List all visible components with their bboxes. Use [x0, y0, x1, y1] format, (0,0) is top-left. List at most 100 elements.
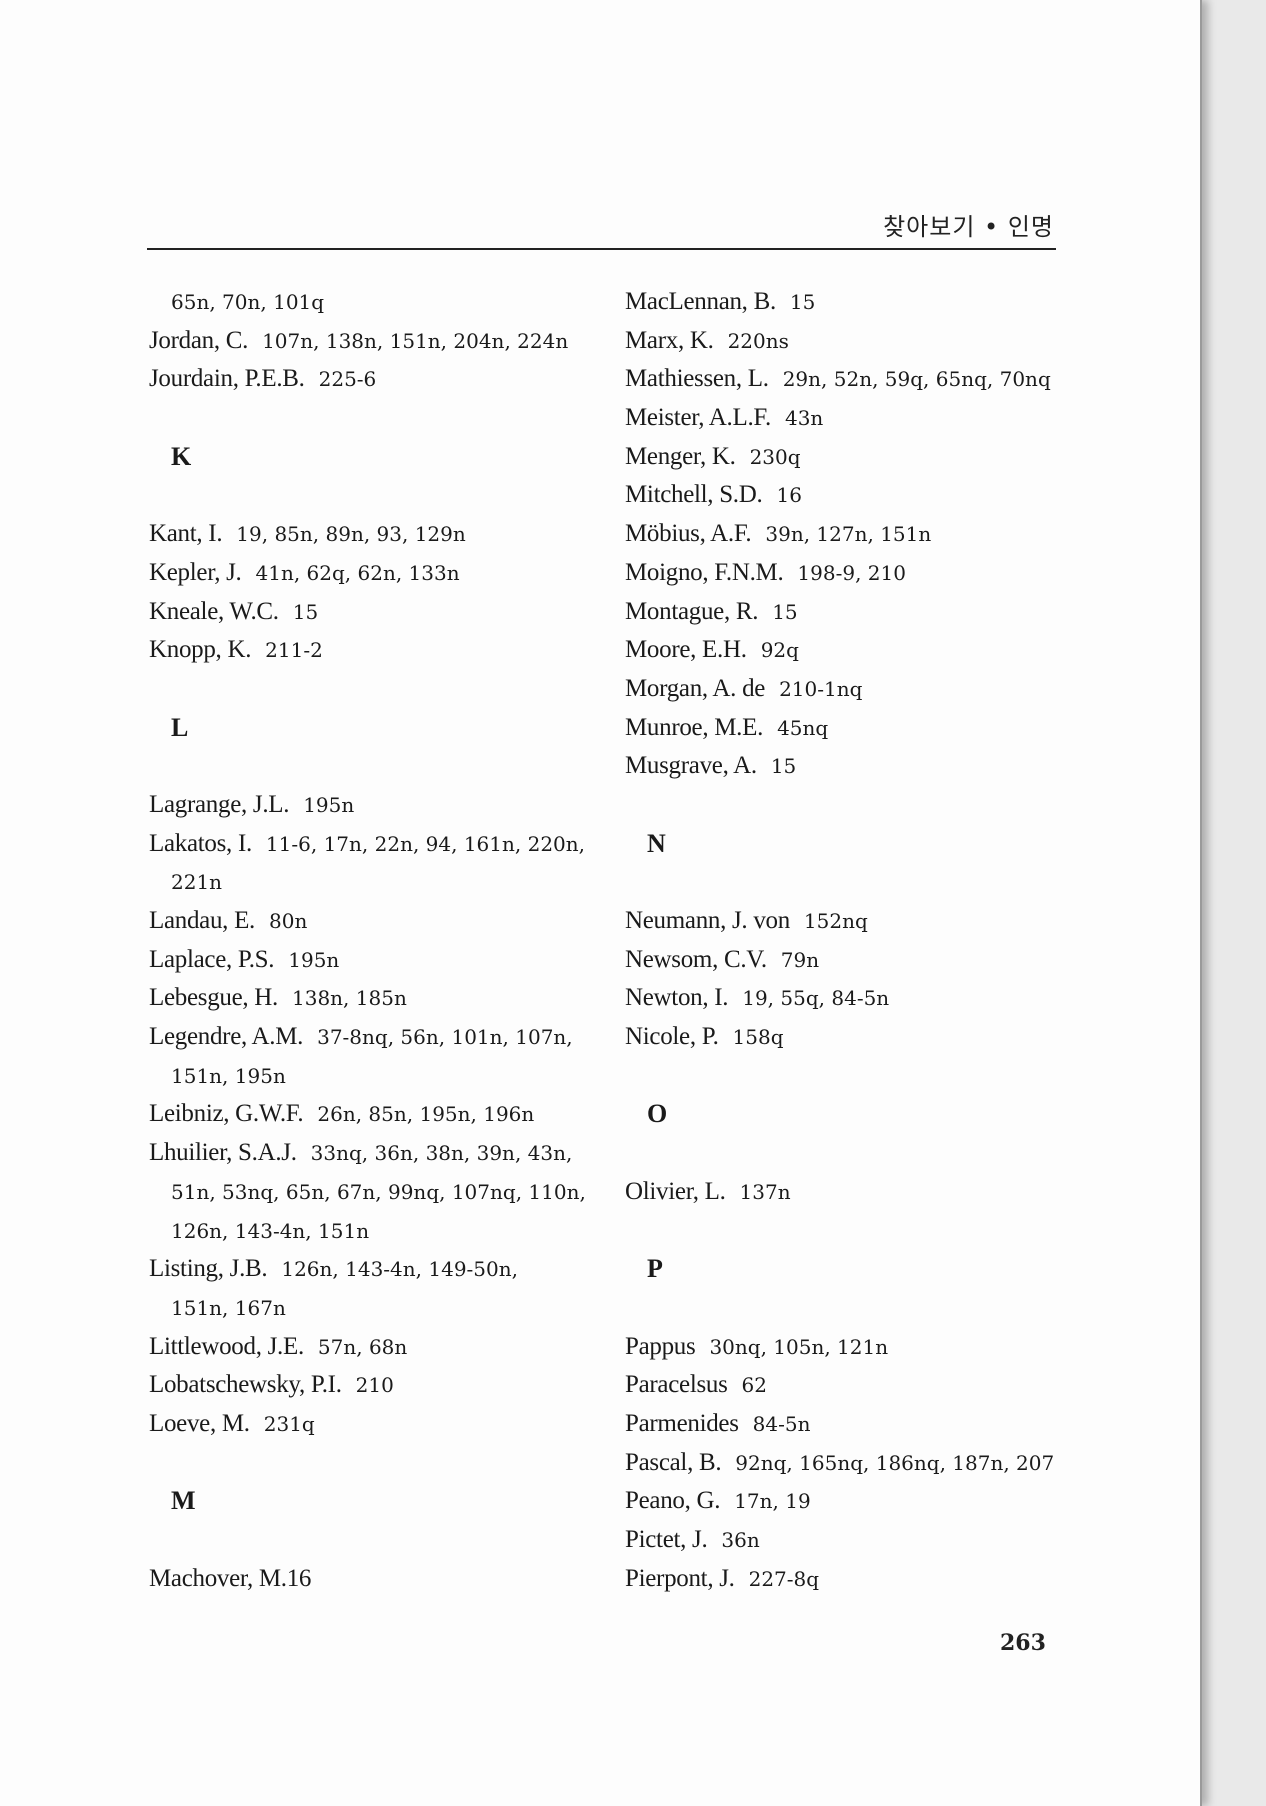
entry-name: Meister, A.L.F.: [625, 404, 771, 432]
entry-pages: 57n, 68n: [317, 1334, 408, 1359]
entry-name: Landau, E.: [149, 907, 255, 934]
entry-name: Parmenides: [625, 1409, 739, 1437]
index-entry: Pictet, J. 36n: [625, 1521, 1075, 1560]
entry-pages: 231q: [263, 1411, 315, 1436]
entry-name: Pappus: [625, 1332, 696, 1360]
index-entry: Listing, J.B. 126n, 143-4n, 149-50n,: [149, 1250, 589, 1289]
spacer: [149, 1521, 589, 1560]
entry-pages: 11-6, 17n, 22n, 94, 161n, 220n,: [265, 831, 586, 856]
spacer: [149, 399, 589, 438]
entry-name: Kant, I.: [149, 520, 223, 548]
entry-pages: 151n, 167n: [171, 1295, 286, 1320]
index-entry: Moore, E.H. 92q: [625, 631, 1075, 670]
index-entry-continuation: 221n: [149, 863, 589, 902]
section-letter-label: K: [171, 441, 191, 471]
index-entry: Moigno, F.N.M. 198-9, 210: [625, 554, 1075, 593]
index-entry: Nicole, P. 158q: [625, 1018, 1075, 1057]
index-entry: Lhuilier, S.A.J. 33nq, 36n, 38n, 39n, 43n…: [149, 1134, 589, 1173]
entry-name: Lebesgue, H.: [149, 984, 278, 1012]
entry-name: Lakatos, I.: [149, 829, 252, 857]
entry-name: Lobatschewsky, P.I.: [149, 1371, 342, 1399]
section-letter: M: [149, 1482, 589, 1521]
index-entry: Parmenides 84-5n: [625, 1405, 1075, 1444]
entry-pages: 33nq, 36n, 38n, 39n, 43n,: [310, 1141, 573, 1166]
entry-pages: 137n: [739, 1179, 791, 1204]
entry-pages: 15: [772, 599, 798, 624]
section-letter: P: [625, 1250, 1075, 1289]
entry-pages: 43n: [784, 406, 824, 431]
entry-pages: 230q: [749, 444, 801, 469]
index-entry: Peano, G. 17n, 19: [625, 1482, 1075, 1521]
index-column-left: 65n, 70n, 101q Jordan, C. 107n, 138n, 151n…: [149, 283, 589, 1598]
entry-pages: 151n, 195n: [171, 1063, 286, 1088]
index-entry: Newsom, C.V. 79n: [625, 941, 1075, 980]
spacer: [149, 1444, 589, 1483]
section-letter-label: N: [647, 828, 666, 858]
running-header: 찾아보기 • 인명: [147, 200, 1056, 250]
entry-name: Kneale, W.C.: [149, 597, 279, 625]
spacer: [149, 670, 589, 709]
entry-name: Knopp, K.: [149, 636, 252, 664]
entry-name: Moigno, F.N.M.: [625, 558, 784, 586]
entry-name: Mitchell, S.D.: [625, 481, 763, 509]
entry-pages: 45nq: [777, 715, 829, 740]
index-entry: Newton, I. 19, 55q, 84-5n: [625, 979, 1075, 1018]
spacer: [625, 1134, 1075, 1173]
spacer: [625, 1057, 1075, 1096]
index-entry-continuation: 65n, 70n, 101q: [149, 283, 589, 322]
index-entry: Pappus 30nq, 105n, 121n: [625, 1328, 1075, 1367]
entry-name: Machover, M.16: [149, 1564, 312, 1592]
entry-pages: 210: [355, 1373, 394, 1398]
entry-pages: 80n: [269, 909, 308, 933]
index-column-right: MacLennan, B. 15 Marx, K. 220ns Mathiessen, …: [625, 283, 1075, 1598]
entry-pages: 39n, 127n, 151n: [765, 522, 932, 547]
entry-pages: 126n, 143-4n, 149-50n,: [281, 1257, 518, 1282]
entry-name: Neumann, J. von: [625, 907, 790, 934]
entry-name: Lhuilier, S.A.J.: [149, 1139, 297, 1167]
index-entry: Laplace, P.S. 195n: [149, 941, 589, 980]
entry-pages: 65n, 70n, 101q: [171, 290, 325, 314]
entry-pages: 79n: [780, 947, 820, 972]
entry-name: Paracelsus: [625, 1371, 728, 1399]
entry-name: Legendre, A.M.: [149, 1023, 304, 1051]
entry-pages: 195n: [288, 947, 340, 972]
entry-pages: 41n, 62q, 62n, 133n: [255, 560, 460, 585]
spacer: [149, 747, 589, 786]
section-letter-label: L: [171, 712, 189, 742]
spacer: [625, 863, 1075, 902]
index-entry: Paracelsus 62: [625, 1366, 1075, 1405]
index-entry: Lobatschewsky, P.I. 210: [149, 1366, 589, 1405]
entry-name: Peano, G.: [625, 1487, 721, 1515]
index-entry: Knopp, K. 211-2: [149, 631, 589, 670]
spacer: [149, 476, 589, 515]
index-entry: Legendre, A.M. 37-8nq, 56n, 101n, 107n,: [149, 1018, 589, 1057]
entry-name: Jordan, C.: [149, 326, 249, 354]
spacer: [625, 786, 1075, 825]
index-entry: Mitchell, S.D. 16: [625, 476, 1075, 515]
entry-pages: 29n, 52n, 59q, 65nq, 70nq: [782, 367, 1051, 392]
entry-name: Pascal, B.: [625, 1448, 722, 1476]
entry-name: Littlewood, J.E.: [149, 1332, 304, 1360]
index-entry: Munroe, M.E. 45nq: [625, 709, 1075, 748]
entry-name: Listing, J.B.: [149, 1255, 268, 1283]
index-entry: Leibniz, G.W.F. 26n, 85n, 195n, 196n: [149, 1095, 589, 1134]
entry-pages: 15: [789, 290, 816, 314]
entry-pages: 92nq, 165nq, 186nq, 187n, 207: [735, 1450, 1055, 1475]
index-entry: Musgrave, A. 15: [625, 747, 1075, 786]
entry-name: Leibniz, G.W.F.: [149, 1100, 304, 1128]
entry-pages: 225-6: [318, 367, 377, 392]
entry-pages: 16: [776, 483, 802, 508]
entry-pages: 210-1nq: [779, 676, 863, 701]
entry-name: Pictet, J.: [625, 1526, 708, 1553]
section-letter-label: O: [647, 1099, 667, 1129]
section-letter: K: [149, 438, 589, 477]
entry-name: Moore, E.H.: [625, 636, 747, 664]
index-entry: MacLennan, B. 15: [625, 283, 1075, 322]
index-entry: Mathiessen, L. 29n, 52n, 59q, 65nq, 70nq: [625, 360, 1075, 399]
book-page: 찾아보기 • 인명 65n, 70n, 101q Jordan, C. 107n, …: [0, 0, 1202, 1806]
index-entry: Lagrange, J.L. 195n: [149, 786, 589, 825]
entry-pages: 221n: [171, 870, 223, 895]
entry-pages: 15: [770, 754, 797, 779]
entry-name: Morgan, A. de: [625, 674, 766, 702]
section-letter: N: [625, 825, 1075, 864]
